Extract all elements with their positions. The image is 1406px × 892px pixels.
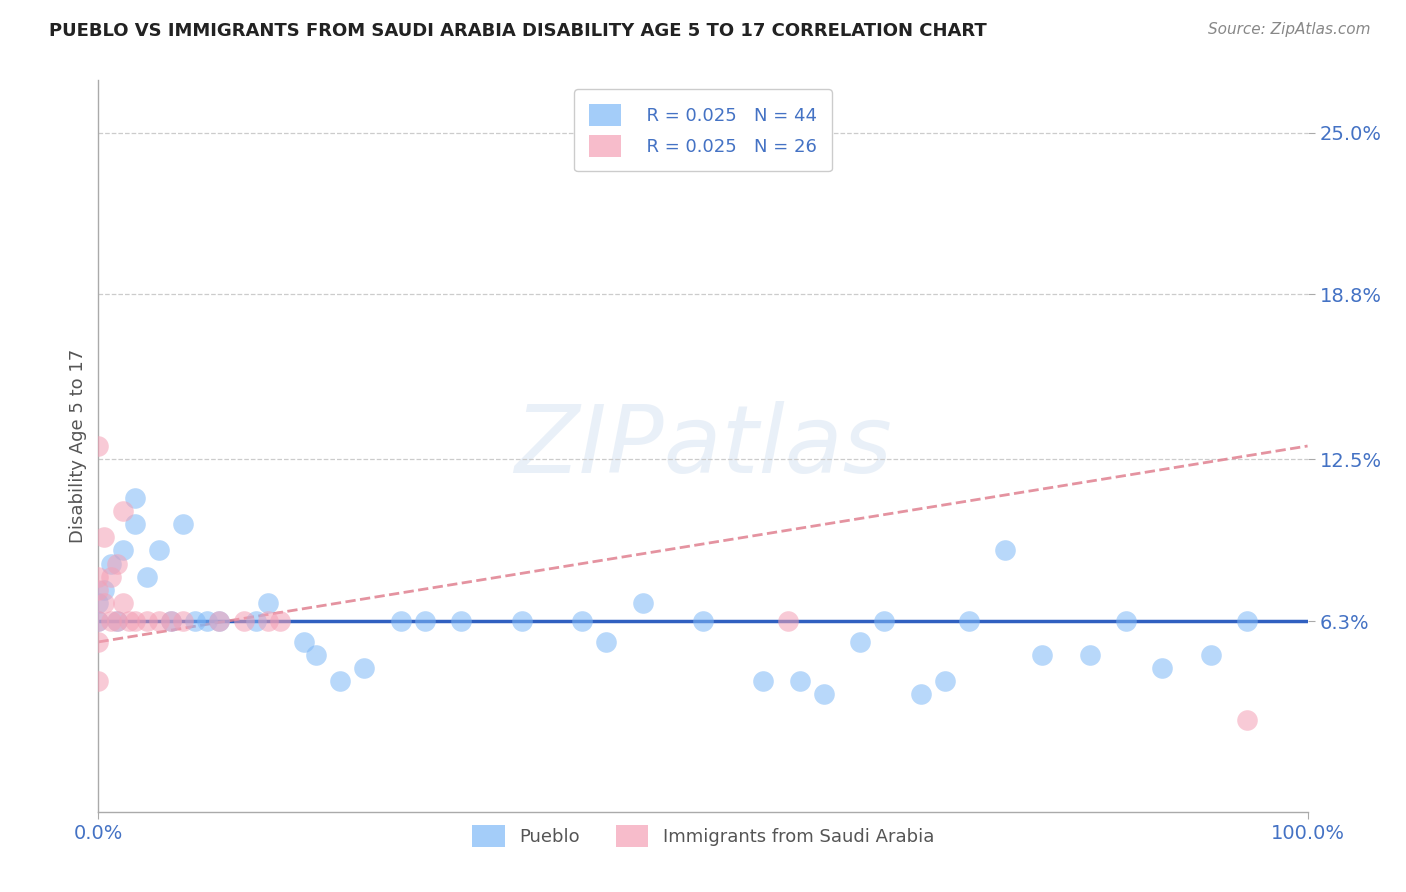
- Point: [100, 557, 122, 571]
- Point: [1115, 614, 1137, 628]
- Point: [208, 614, 231, 628]
- Point: [292, 635, 315, 649]
- Point: [124, 614, 146, 628]
- Point: [232, 614, 254, 628]
- Point: [256, 596, 278, 610]
- Point: [245, 614, 267, 628]
- Point: [1236, 614, 1258, 628]
- Text: ZIPatlas: ZIPatlas: [515, 401, 891, 491]
- Point: [160, 614, 183, 628]
- Point: [105, 614, 128, 628]
- Point: [994, 543, 1017, 558]
- Point: [87, 596, 110, 610]
- Point: [87, 614, 110, 628]
- Point: [100, 569, 122, 583]
- Point: [184, 614, 207, 628]
- Point: [93, 582, 115, 597]
- Point: [1031, 648, 1053, 662]
- Point: [631, 596, 654, 610]
- Point: [353, 661, 375, 675]
- Point: [135, 569, 157, 583]
- Text: PUEBLO VS IMMIGRANTS FROM SAUDI ARABIA DISABILITY AGE 5 TO 17 CORRELATION CHART: PUEBLO VS IMMIGRANTS FROM SAUDI ARABIA D…: [49, 22, 987, 40]
- Point: [172, 614, 194, 628]
- Point: [934, 674, 956, 689]
- Point: [105, 557, 128, 571]
- Point: [692, 614, 714, 628]
- Point: [87, 439, 110, 453]
- Text: Source: ZipAtlas.com: Source: ZipAtlas.com: [1208, 22, 1371, 37]
- Point: [195, 614, 218, 628]
- Point: [118, 614, 141, 628]
- Point: [148, 543, 170, 558]
- Point: [305, 648, 328, 662]
- Point: [752, 674, 775, 689]
- Point: [813, 687, 835, 701]
- Point: [124, 517, 146, 532]
- Point: [873, 614, 896, 628]
- Point: [413, 614, 436, 628]
- Point: [100, 614, 122, 628]
- Point: [148, 614, 170, 628]
- Point: [789, 674, 811, 689]
- Point: [87, 614, 110, 628]
- Point: [87, 674, 110, 689]
- Point: [269, 614, 291, 628]
- Point: [93, 530, 115, 544]
- Point: [849, 635, 872, 649]
- Point: [105, 614, 128, 628]
- Point: [256, 614, 278, 628]
- Point: [124, 491, 146, 506]
- Point: [1199, 648, 1222, 662]
- Point: [389, 614, 412, 628]
- Point: [93, 596, 115, 610]
- Point: [776, 614, 799, 628]
- Point: [957, 614, 980, 628]
- Point: [910, 687, 932, 701]
- Point: [111, 596, 134, 610]
- Point: [172, 517, 194, 532]
- Point: [571, 614, 593, 628]
- Point: [87, 582, 110, 597]
- Point: [1152, 661, 1174, 675]
- Point: [595, 635, 617, 649]
- Legend: Pueblo, Immigrants from Saudi Arabia: Pueblo, Immigrants from Saudi Arabia: [465, 817, 941, 854]
- Point: [450, 614, 472, 628]
- Point: [111, 504, 134, 518]
- Point: [135, 614, 157, 628]
- Point: [510, 614, 533, 628]
- Point: [329, 674, 352, 689]
- Point: [1078, 648, 1101, 662]
- Point: [208, 614, 231, 628]
- Point: [1236, 714, 1258, 728]
- Point: [87, 569, 110, 583]
- Point: [160, 614, 183, 628]
- Point: [111, 543, 134, 558]
- Point: [87, 635, 110, 649]
- Y-axis label: Disability Age 5 to 17: Disability Age 5 to 17: [69, 349, 87, 543]
